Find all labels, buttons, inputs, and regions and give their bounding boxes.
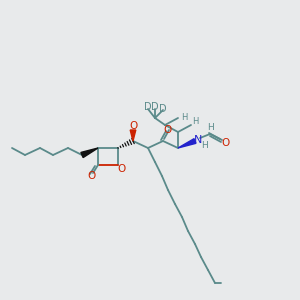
Text: H: H <box>181 113 187 122</box>
Text: O: O <box>164 125 172 135</box>
Text: D: D <box>144 102 152 112</box>
Polygon shape <box>130 130 136 141</box>
Text: D: D <box>159 104 167 114</box>
Text: H: H <box>207 124 213 133</box>
Polygon shape <box>81 148 98 158</box>
Text: D: D <box>151 102 159 112</box>
Text: H: H <box>192 118 198 127</box>
Text: O: O <box>222 138 230 148</box>
Text: H: H <box>202 140 208 149</box>
Polygon shape <box>178 139 196 148</box>
Text: N: N <box>194 135 202 145</box>
Text: O: O <box>129 121 137 131</box>
Text: O: O <box>87 171 95 181</box>
Text: O: O <box>117 164 125 174</box>
